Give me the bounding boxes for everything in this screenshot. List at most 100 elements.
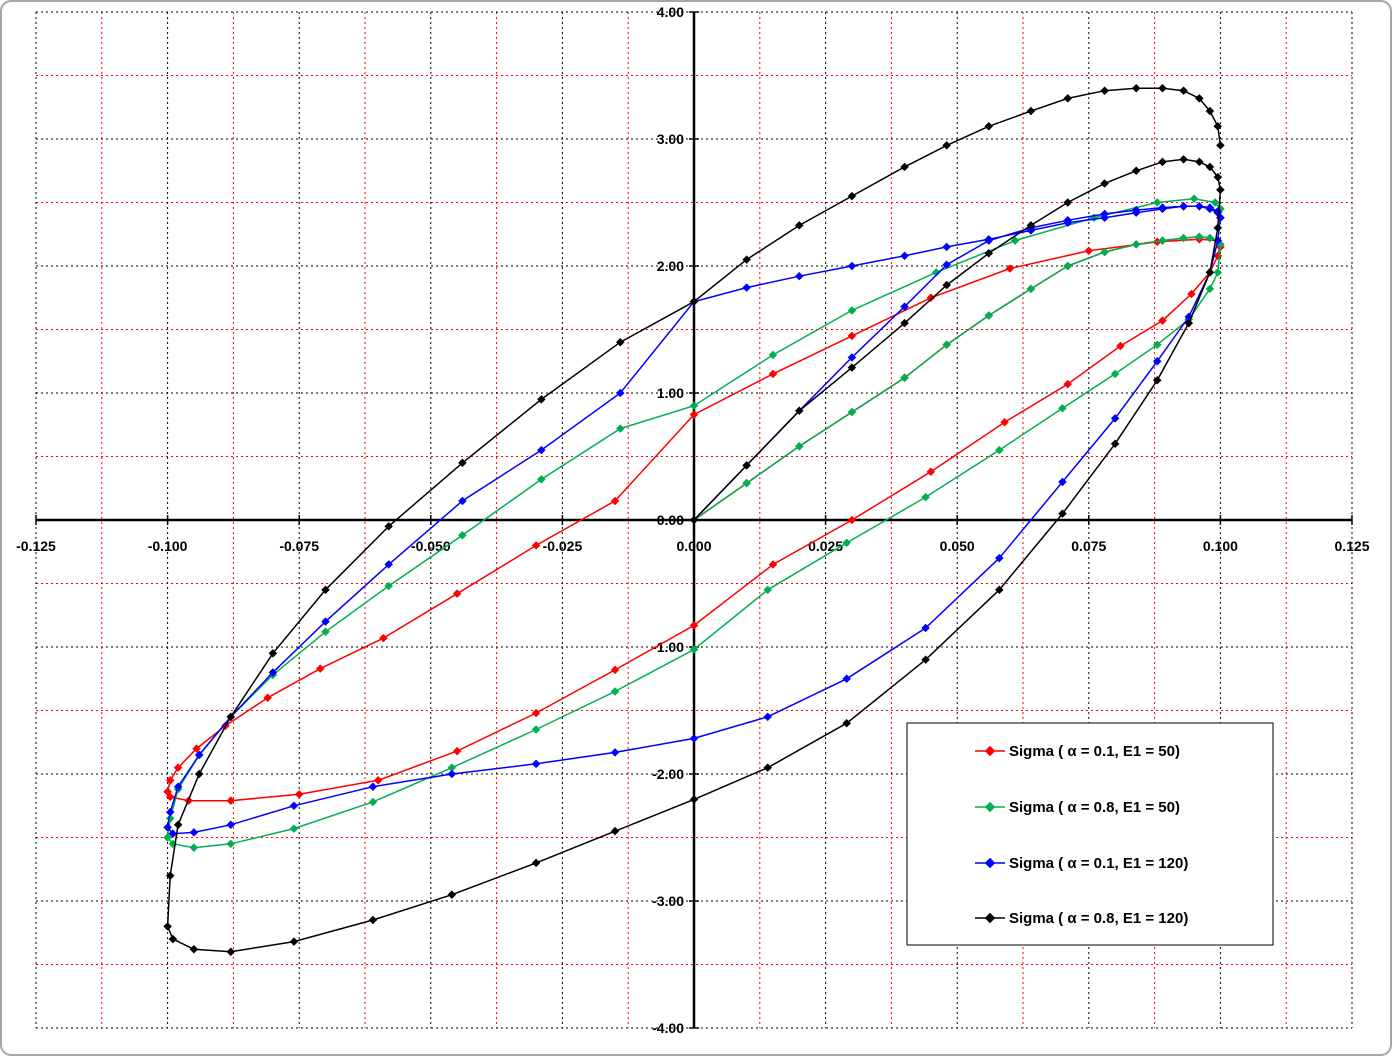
data-point [847, 191, 857, 201]
data-point [1152, 340, 1162, 350]
data-point [189, 828, 199, 837]
data-point [1216, 185, 1225, 195]
data-point [165, 807, 175, 817]
legend: Sigma ( α = 0.1, E1 = 50) Sigma ( α = 0.8… [906, 722, 1274, 946]
legend-marker [984, 801, 996, 813]
data-point [842, 538, 852, 548]
data-point [994, 553, 1004, 563]
data-point [1058, 477, 1067, 487]
data-point [1131, 208, 1141, 218]
data-point [610, 687, 620, 696]
data-point [447, 890, 457, 900]
data-point [847, 353, 857, 362]
legend-marker [984, 912, 996, 924]
data-point [163, 922, 172, 931]
data-point [1116, 341, 1125, 351]
legend-item: Sigma ( α = 0.8, E1 = 120) [975, 910, 1188, 927]
data-point [931, 267, 941, 277]
data-point [268, 668, 278, 677]
data-point [1131, 83, 1141, 93]
data-point [1216, 140, 1225, 150]
data-point [689, 515, 699, 525]
data-point [165, 871, 175, 880]
data-point [173, 763, 183, 773]
data-point [610, 748, 620, 757]
data-point [1187, 289, 1196, 299]
data-point [163, 833, 172, 842]
data-point [921, 655, 930, 665]
data-point [1026, 106, 1036, 116]
data-point [1179, 201, 1188, 211]
data-point [689, 795, 699, 804]
y-tick-label: 2.00 [657, 258, 684, 274]
data-point [763, 763, 773, 773]
data-point [1100, 213, 1109, 223]
data-point [689, 297, 699, 306]
data-point [984, 234, 994, 244]
data-point [994, 445, 1004, 455]
legend-marker [984, 745, 996, 757]
data-point [1131, 166, 1141, 176]
data-point [165, 775, 175, 785]
data-point [1152, 198, 1162, 207]
data-point [536, 475, 546, 484]
data-point [1026, 284, 1036, 294]
data-point [921, 492, 930, 502]
data-point [289, 824, 299, 833]
data-point [847, 407, 857, 417]
data-point [379, 633, 388, 643]
x-tick-label: -0.125 [16, 538, 56, 554]
data-point [226, 947, 236, 957]
data-point [689, 401, 699, 411]
y-tick-label: 4.00 [657, 4, 684, 20]
data-point [189, 843, 199, 853]
data-point [842, 718, 852, 728]
data-point [263, 693, 272, 703]
data-point [268, 648, 278, 658]
data-point [1158, 236, 1167, 245]
data-point [1063, 94, 1073, 103]
data-point [1179, 233, 1188, 243]
data-point [847, 331, 857, 341]
data-point [173, 820, 183, 830]
legend-item: Sigma ( α = 0.1, E1 = 50) [975, 743, 1180, 760]
data-point [794, 221, 804, 230]
data-point [226, 712, 236, 722]
data-point [900, 373, 909, 383]
data-point [321, 585, 330, 595]
data-point [794, 271, 804, 281]
data-point [368, 797, 378, 807]
data-point [615, 424, 625, 433]
data-point [536, 394, 546, 404]
data-point [615, 388, 625, 398]
data-point [768, 369, 778, 379]
data-point [984, 248, 994, 258]
data-point [289, 937, 299, 946]
x-tick-label: 0.075 [1071, 538, 1106, 554]
data-point [900, 251, 909, 261]
data-point [1158, 204, 1167, 214]
data-point [847, 515, 857, 525]
data-point [900, 302, 909, 311]
data-point [458, 530, 467, 540]
data-point [1205, 204, 1215, 214]
x-tick-label: 0.100 [1203, 538, 1238, 554]
data-point [942, 140, 952, 150]
data-point [452, 589, 462, 599]
data-point [384, 521, 394, 531]
x-tick-label: -0.075 [279, 538, 319, 554]
y-axis-tick-labels: -4.00 -3.00 -2.00 -1.00 0.00 1.00 2.00 3.00 4.00 [652, 4, 684, 1036]
data-point [921, 623, 930, 633]
data-point [1152, 375, 1162, 385]
data-point [847, 306, 857, 315]
data-point [368, 782, 378, 792]
data-point [794, 441, 804, 451]
data-point [689, 621, 699, 630]
data-point [447, 769, 457, 779]
legend-box [906, 722, 1274, 946]
data-point [1205, 267, 1215, 277]
data-point [942, 260, 952, 270]
data-point [610, 826, 620, 836]
x-tick-label: -0.100 [148, 538, 188, 554]
data-point [536, 445, 546, 455]
